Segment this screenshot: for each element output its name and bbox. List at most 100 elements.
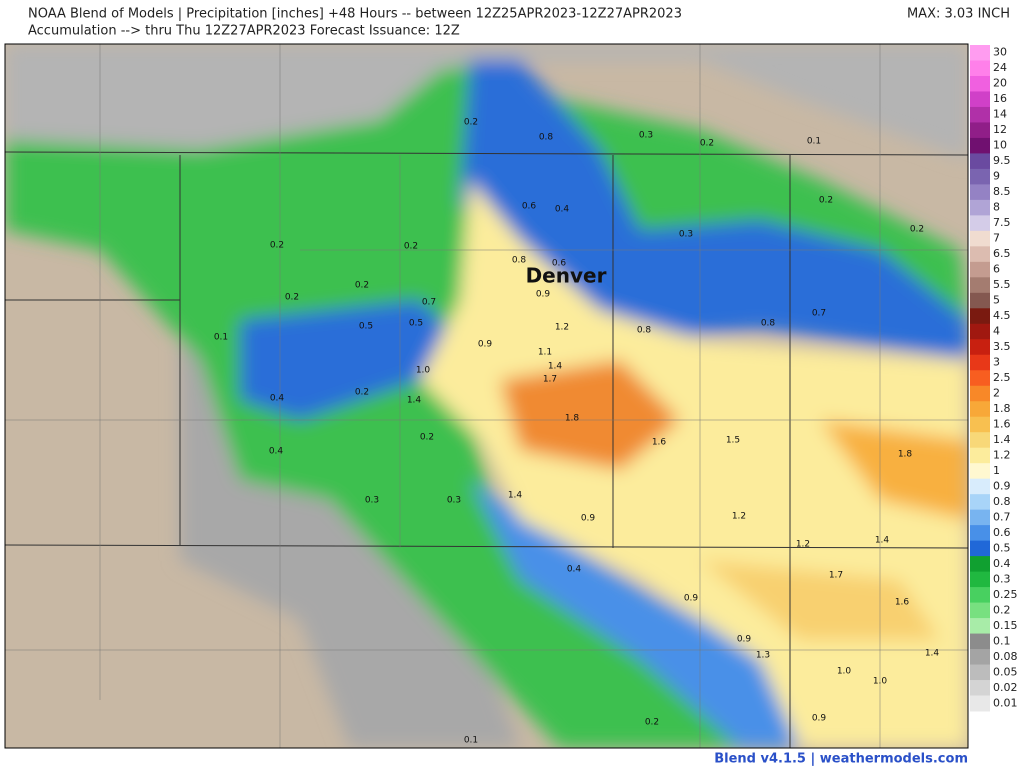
subtitle: Accumulation --> thru Thu 12Z27APR2023 F… <box>28 24 460 39</box>
map-value-label: 1.4 <box>548 362 563 372</box>
legend-label: 0.4 <box>993 557 1011 570</box>
legend-swatch <box>970 385 990 402</box>
map-value-label: 1.3 <box>756 651 770 661</box>
map-value-label: 0.7 <box>422 298 436 308</box>
legend-swatch <box>970 587 990 604</box>
map-value-label: 1.7 <box>543 375 557 385</box>
legend-label: 0.2 <box>993 603 1011 616</box>
city-label: Denver <box>526 264 607 288</box>
map-value-label: 0.2 <box>700 139 714 149</box>
map-value-label: 0.9 <box>812 714 827 724</box>
map-value-label: 0.3 <box>365 496 379 506</box>
legend-swatch <box>970 323 990 340</box>
legend-label: 0.5 <box>993 541 1011 554</box>
legend-label: 8.5 <box>993 185 1011 198</box>
legend-swatch <box>970 184 990 201</box>
legend-label: 6.5 <box>993 247 1011 260</box>
legend-label: 1.6 <box>993 417 1011 430</box>
legend-swatch <box>970 91 990 108</box>
legend-label: 5 <box>993 294 1000 307</box>
legend-swatch <box>970 525 990 542</box>
map-value-label: 0.4 <box>269 447 284 457</box>
legend-label: 0.05 <box>993 665 1018 678</box>
map-value-label: 1.0 <box>416 366 431 376</box>
legend-label: 0.02 <box>993 681 1018 694</box>
legend-label: 16 <box>993 92 1007 105</box>
legend-swatch <box>970 292 990 309</box>
legend-label: 30 <box>993 46 1007 59</box>
map-value-label: 0.2 <box>404 242 418 252</box>
map-value-label: 0.9 <box>478 340 493 350</box>
legend-swatch <box>970 106 990 123</box>
legend-label: 9.5 <box>993 154 1011 167</box>
map-value-label: 0.2 <box>355 281 369 291</box>
legend-swatch <box>970 75 990 92</box>
map-value-label: 0.9 <box>684 594 699 604</box>
legend-swatch <box>970 339 990 356</box>
legend-swatch <box>970 649 990 666</box>
legend-label: 1.4 <box>993 433 1011 446</box>
map-value-label: 0.2 <box>355 388 369 398</box>
legend-label: 14 <box>993 108 1007 121</box>
map-value-label: 1.4 <box>508 491 523 501</box>
legend-swatch <box>970 60 990 77</box>
map-value-label: 0.2 <box>285 293 299 303</box>
map-value-label: 0.6 <box>552 259 567 269</box>
legend-label: 7 <box>993 232 1000 245</box>
map-frame <box>4 43 969 749</box>
legend-label: 5.5 <box>993 278 1011 291</box>
legend-label: 3.5 <box>993 340 1011 353</box>
legend-label: 2 <box>993 386 1000 399</box>
map-value-label: 0.8 <box>512 256 527 266</box>
map-value-label: 1.2 <box>796 540 810 550</box>
map-value-label: 0.3 <box>639 131 653 141</box>
legend-label: 0.15 <box>993 619 1018 632</box>
map-value-label: 0.2 <box>645 718 659 728</box>
map-value-label: 0.3 <box>447 496 461 506</box>
legend-swatch <box>970 122 990 139</box>
map-value-label: 0.4 <box>555 205 570 215</box>
map-value-label: 0.7 <box>812 309 826 319</box>
legend-swatch <box>970 618 990 635</box>
map-value-label: 1.0 <box>837 667 852 677</box>
legend-swatch <box>970 261 990 278</box>
map-value-label: 0.4 <box>567 565 582 575</box>
legend-swatch <box>970 695 990 712</box>
legend-swatch <box>970 215 990 232</box>
map-value-label: 1.7 <box>829 571 843 581</box>
legend-label: 0.8 <box>993 495 1011 508</box>
map-value-label: 0.8 <box>761 319 776 329</box>
map-value-label: 0.2 <box>270 241 284 251</box>
max-label: MAX: 3.03 INCH <box>907 7 1010 22</box>
legend-label: 2.5 <box>993 371 1011 384</box>
legend-swatch <box>970 463 990 480</box>
legend-label: 7.5 <box>993 216 1011 229</box>
legend-swatch <box>970 401 990 418</box>
legend-label: 1 <box>993 464 1000 477</box>
legend-label: 4.5 <box>993 309 1011 322</box>
legend-label: 10 <box>993 139 1007 152</box>
legend-label: 0.7 <box>993 510 1011 523</box>
legend-swatch <box>970 432 990 449</box>
legend-swatch <box>970 199 990 216</box>
legend-swatch <box>970 416 990 433</box>
legend-swatch <box>970 246 990 263</box>
map-value-label: 1.2 <box>732 512 746 522</box>
legend-swatch <box>970 354 990 371</box>
legend-swatch <box>970 277 990 294</box>
legend-swatch <box>970 540 990 557</box>
map-value-label: 0.2 <box>819 196 833 206</box>
title: NOAA Blend of Models | Precipitation [in… <box>28 7 682 22</box>
map-value-label: 0.8 <box>637 326 652 336</box>
map-value-label: 1.8 <box>898 450 913 460</box>
map-value-label: 0.9 <box>581 514 596 524</box>
legend-label: 4 <box>993 325 1000 338</box>
legend-swatch <box>970 633 990 650</box>
legend-label: 1.2 <box>993 448 1011 461</box>
legend-swatch <box>970 478 990 495</box>
legend-label: 0.9 <box>993 479 1011 492</box>
legend-label: 0.25 <box>993 588 1018 601</box>
map-value-label: 1.4 <box>925 649 940 659</box>
legend-label: 0.1 <box>993 634 1011 647</box>
map-value-label: 0.1 <box>464 736 478 746</box>
